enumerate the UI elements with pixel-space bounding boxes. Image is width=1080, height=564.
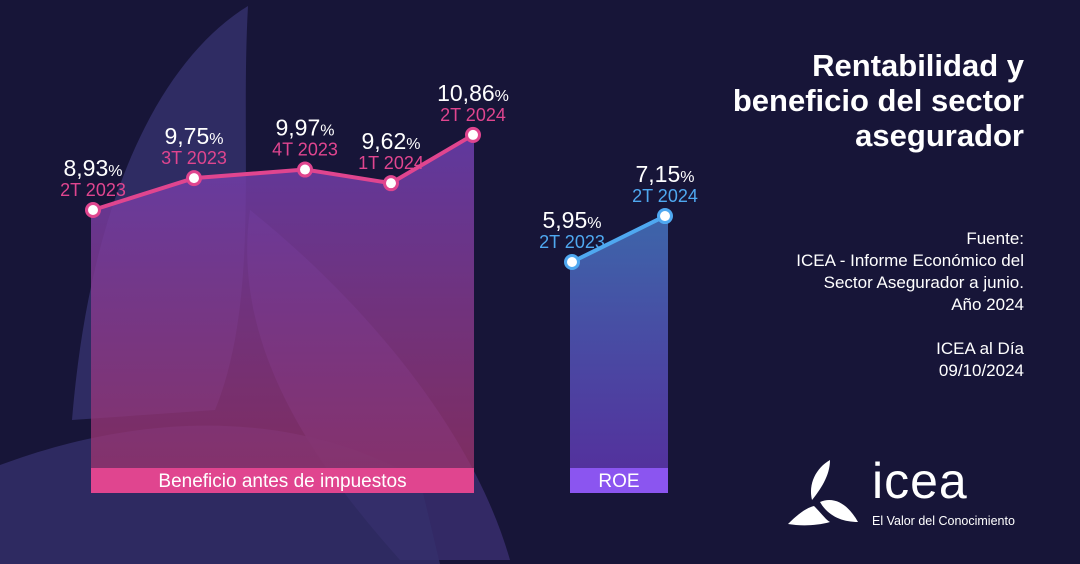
page-title: Rentabilidad y beneficio del sector aseg…: [664, 48, 1024, 153]
data-label-period: 3T 2023: [161, 148, 227, 168]
data-label-value: 5,95%: [543, 207, 602, 233]
data-label-value: 10,86%: [437, 80, 509, 106]
publication-date: 09/10/2024: [938, 361, 1024, 380]
source-info: Fuente: ICEA - Informe Económico del Sec…: [704, 228, 1024, 382]
source-line: Año 2024: [951, 295, 1024, 314]
data-label-value: 7,15%: [636, 161, 695, 187]
data-label-period: 2T 2024: [440, 105, 506, 125]
title-line: beneficio del sector: [732, 83, 1024, 118]
data-label-value: 9,97%: [276, 115, 335, 141]
series-label-bar: [570, 468, 668, 493]
area-fill: [570, 216, 668, 468]
source-label: Fuente:: [966, 229, 1024, 248]
data-label-value: 9,75%: [165, 123, 224, 149]
data-label-period: 2T 2024: [632, 186, 698, 206]
data-label-value: 8,93%: [64, 155, 123, 181]
data-point: [85, 202, 101, 218]
title-line: asegurador: [855, 118, 1024, 153]
source-line: ICEA - Informe Económico del: [796, 251, 1024, 270]
area-fill: [91, 134, 474, 468]
data-label-period: 2T 2023: [539, 232, 605, 252]
logo-wordmark: icea: [872, 453, 968, 509]
data-point: [564, 254, 580, 270]
data-label-period: 2T 2023: [60, 180, 126, 200]
data-point: [657, 208, 673, 225]
source-line: Sector Asegurador a junio.: [823, 273, 1024, 292]
data-point: [465, 126, 481, 143]
data-label-period: 4T 2023: [272, 140, 338, 160]
data-point: [383, 175, 399, 192]
series-label-bar: [91, 468, 474, 493]
icea-logo-icon: [788, 460, 858, 526]
series-line: [571, 214, 666, 264]
icea-logo: icea El Valor del Conocimiento: [786, 453, 1046, 536]
publication-name: ICEA al Día: [936, 339, 1024, 358]
data-point: [297, 161, 313, 178]
logo-tagline: El Valor del Conocimiento: [872, 514, 1015, 528]
data-label-value: 9,62%: [362, 128, 421, 154]
series-label: Beneficio antes de impuestos: [158, 471, 406, 492]
title-line: Rentabilidad y: [812, 48, 1024, 83]
data-label-period: 1T 2024: [358, 153, 424, 173]
series-label: ROE: [598, 471, 639, 492]
data-point: [186, 170, 202, 187]
